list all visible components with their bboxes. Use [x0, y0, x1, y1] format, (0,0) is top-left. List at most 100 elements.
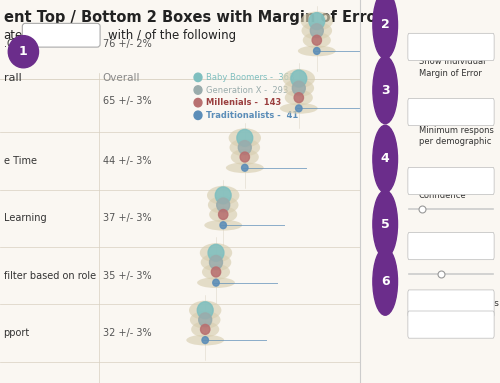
Text: 30: 30	[419, 177, 430, 186]
Circle shape	[291, 70, 306, 87]
Text: 90%: 90%	[419, 242, 439, 251]
Text: rall: rall	[4, 73, 22, 83]
Text: Select Breakdown: Select Breakdown	[419, 0, 494, 1]
Circle shape	[218, 210, 228, 219]
Text: ate: ate	[4, 29, 23, 42]
Circle shape	[309, 13, 324, 29]
Ellipse shape	[207, 186, 240, 205]
FancyBboxPatch shape	[408, 33, 494, 61]
Circle shape	[216, 187, 231, 204]
Circle shape	[310, 24, 324, 38]
Text: 6: 6	[381, 275, 390, 288]
Ellipse shape	[231, 149, 259, 165]
Text: 35 +/- 3%: 35 +/- 3%	[102, 271, 151, 281]
Circle shape	[194, 111, 202, 119]
Text: Minimum respons
per demographic: Minimum respons per demographic	[419, 126, 494, 146]
Text: Millenials -  143: Millenials - 143	[206, 98, 281, 107]
Ellipse shape	[284, 79, 314, 97]
Ellipse shape	[303, 32, 331, 48]
Text: filter based on role: filter based on role	[4, 271, 96, 281]
Circle shape	[294, 93, 304, 103]
Text: e Time: e Time	[4, 156, 36, 166]
Text: pport: pport	[4, 328, 30, 338]
Circle shape	[312, 35, 322, 45]
Circle shape	[194, 86, 202, 94]
Text: 32 +/- 3%: 32 +/- 3%	[102, 328, 151, 338]
Text: Yes: Yes	[419, 108, 433, 117]
Ellipse shape	[285, 90, 313, 106]
Text: .CSV and PDF: .CSV and PDF	[4, 39, 70, 49]
Circle shape	[242, 164, 248, 171]
Text: Overall: Overall	[102, 73, 140, 83]
Ellipse shape	[228, 128, 261, 147]
Circle shape	[194, 73, 202, 82]
Circle shape	[292, 81, 306, 95]
Circle shape	[238, 141, 252, 154]
Ellipse shape	[280, 103, 318, 114]
Circle shape	[8, 36, 38, 68]
Ellipse shape	[189, 301, 222, 320]
Text: 3: 3	[381, 83, 390, 97]
Text: Satisfaction: Satisfaction	[36, 30, 98, 40]
FancyBboxPatch shape	[408, 290, 494, 317]
Text: 4: 4	[381, 152, 390, 165]
Circle shape	[210, 255, 222, 269]
Text: 37 +/- 3%: 37 +/- 3%	[102, 213, 151, 223]
Text: Sort by Positives: Sort by Positives	[419, 320, 494, 329]
Text: Learning: Learning	[4, 213, 46, 223]
Ellipse shape	[200, 243, 232, 262]
Text: Traditionalists -  41: Traditionalists - 41	[206, 111, 298, 120]
Circle shape	[213, 279, 219, 286]
Text: 5: 5	[381, 218, 390, 231]
Circle shape	[220, 222, 226, 229]
Ellipse shape	[208, 196, 238, 214]
Text: Show top 2 boxes: Show top 2 boxes	[419, 299, 498, 308]
Text: ent Top / Bottom 2 Boxes with Margin of Error: ent Top / Bottom 2 Boxes with Margin of …	[4, 10, 384, 25]
Ellipse shape	[302, 22, 332, 39]
Text: 65 +/- 3%: 65 +/- 3%	[102, 97, 151, 106]
Text: Generation X -  293: Generation X - 293	[206, 85, 288, 95]
Text: 76 +/- 2%: 76 +/- 2%	[102, 39, 152, 49]
Ellipse shape	[186, 335, 224, 345]
Circle shape	[212, 267, 220, 277]
FancyBboxPatch shape	[408, 167, 494, 195]
Ellipse shape	[204, 220, 242, 231]
Ellipse shape	[190, 311, 220, 329]
Circle shape	[237, 129, 252, 146]
Ellipse shape	[226, 162, 264, 173]
Ellipse shape	[230, 139, 260, 156]
Ellipse shape	[197, 277, 235, 288]
Text: ▾: ▾	[92, 30, 96, 40]
Ellipse shape	[209, 206, 237, 223]
Circle shape	[198, 302, 213, 319]
Text: Confidence: Confidence	[419, 192, 467, 200]
FancyBboxPatch shape	[408, 311, 494, 338]
Circle shape	[373, 190, 398, 258]
Text: 44 +/- 3%: 44 +/- 3%	[102, 156, 151, 166]
Text: with / of the following: with / of the following	[108, 29, 236, 42]
Circle shape	[194, 98, 202, 107]
Circle shape	[373, 125, 398, 193]
Circle shape	[202, 337, 208, 344]
Text: 1: 1	[19, 45, 28, 58]
Text: Generation: Generation	[419, 43, 470, 52]
Ellipse shape	[202, 264, 230, 280]
Ellipse shape	[200, 254, 232, 271]
Circle shape	[200, 324, 210, 334]
Ellipse shape	[282, 69, 315, 88]
Ellipse shape	[300, 11, 333, 31]
Text: 2: 2	[381, 18, 390, 31]
Text: Show Individual
Margin of Error: Show Individual Margin of Error	[419, 57, 486, 77]
FancyBboxPatch shape	[22, 23, 100, 47]
Circle shape	[373, 248, 398, 315]
Circle shape	[296, 105, 302, 112]
FancyBboxPatch shape	[408, 232, 494, 260]
Text: Baby Boomers -  368: Baby Boomers - 368	[206, 73, 294, 82]
Circle shape	[208, 244, 224, 261]
Circle shape	[373, 56, 398, 124]
Circle shape	[314, 47, 320, 54]
Circle shape	[198, 313, 211, 327]
Ellipse shape	[191, 321, 219, 337]
Circle shape	[216, 198, 230, 212]
Circle shape	[240, 152, 250, 162]
